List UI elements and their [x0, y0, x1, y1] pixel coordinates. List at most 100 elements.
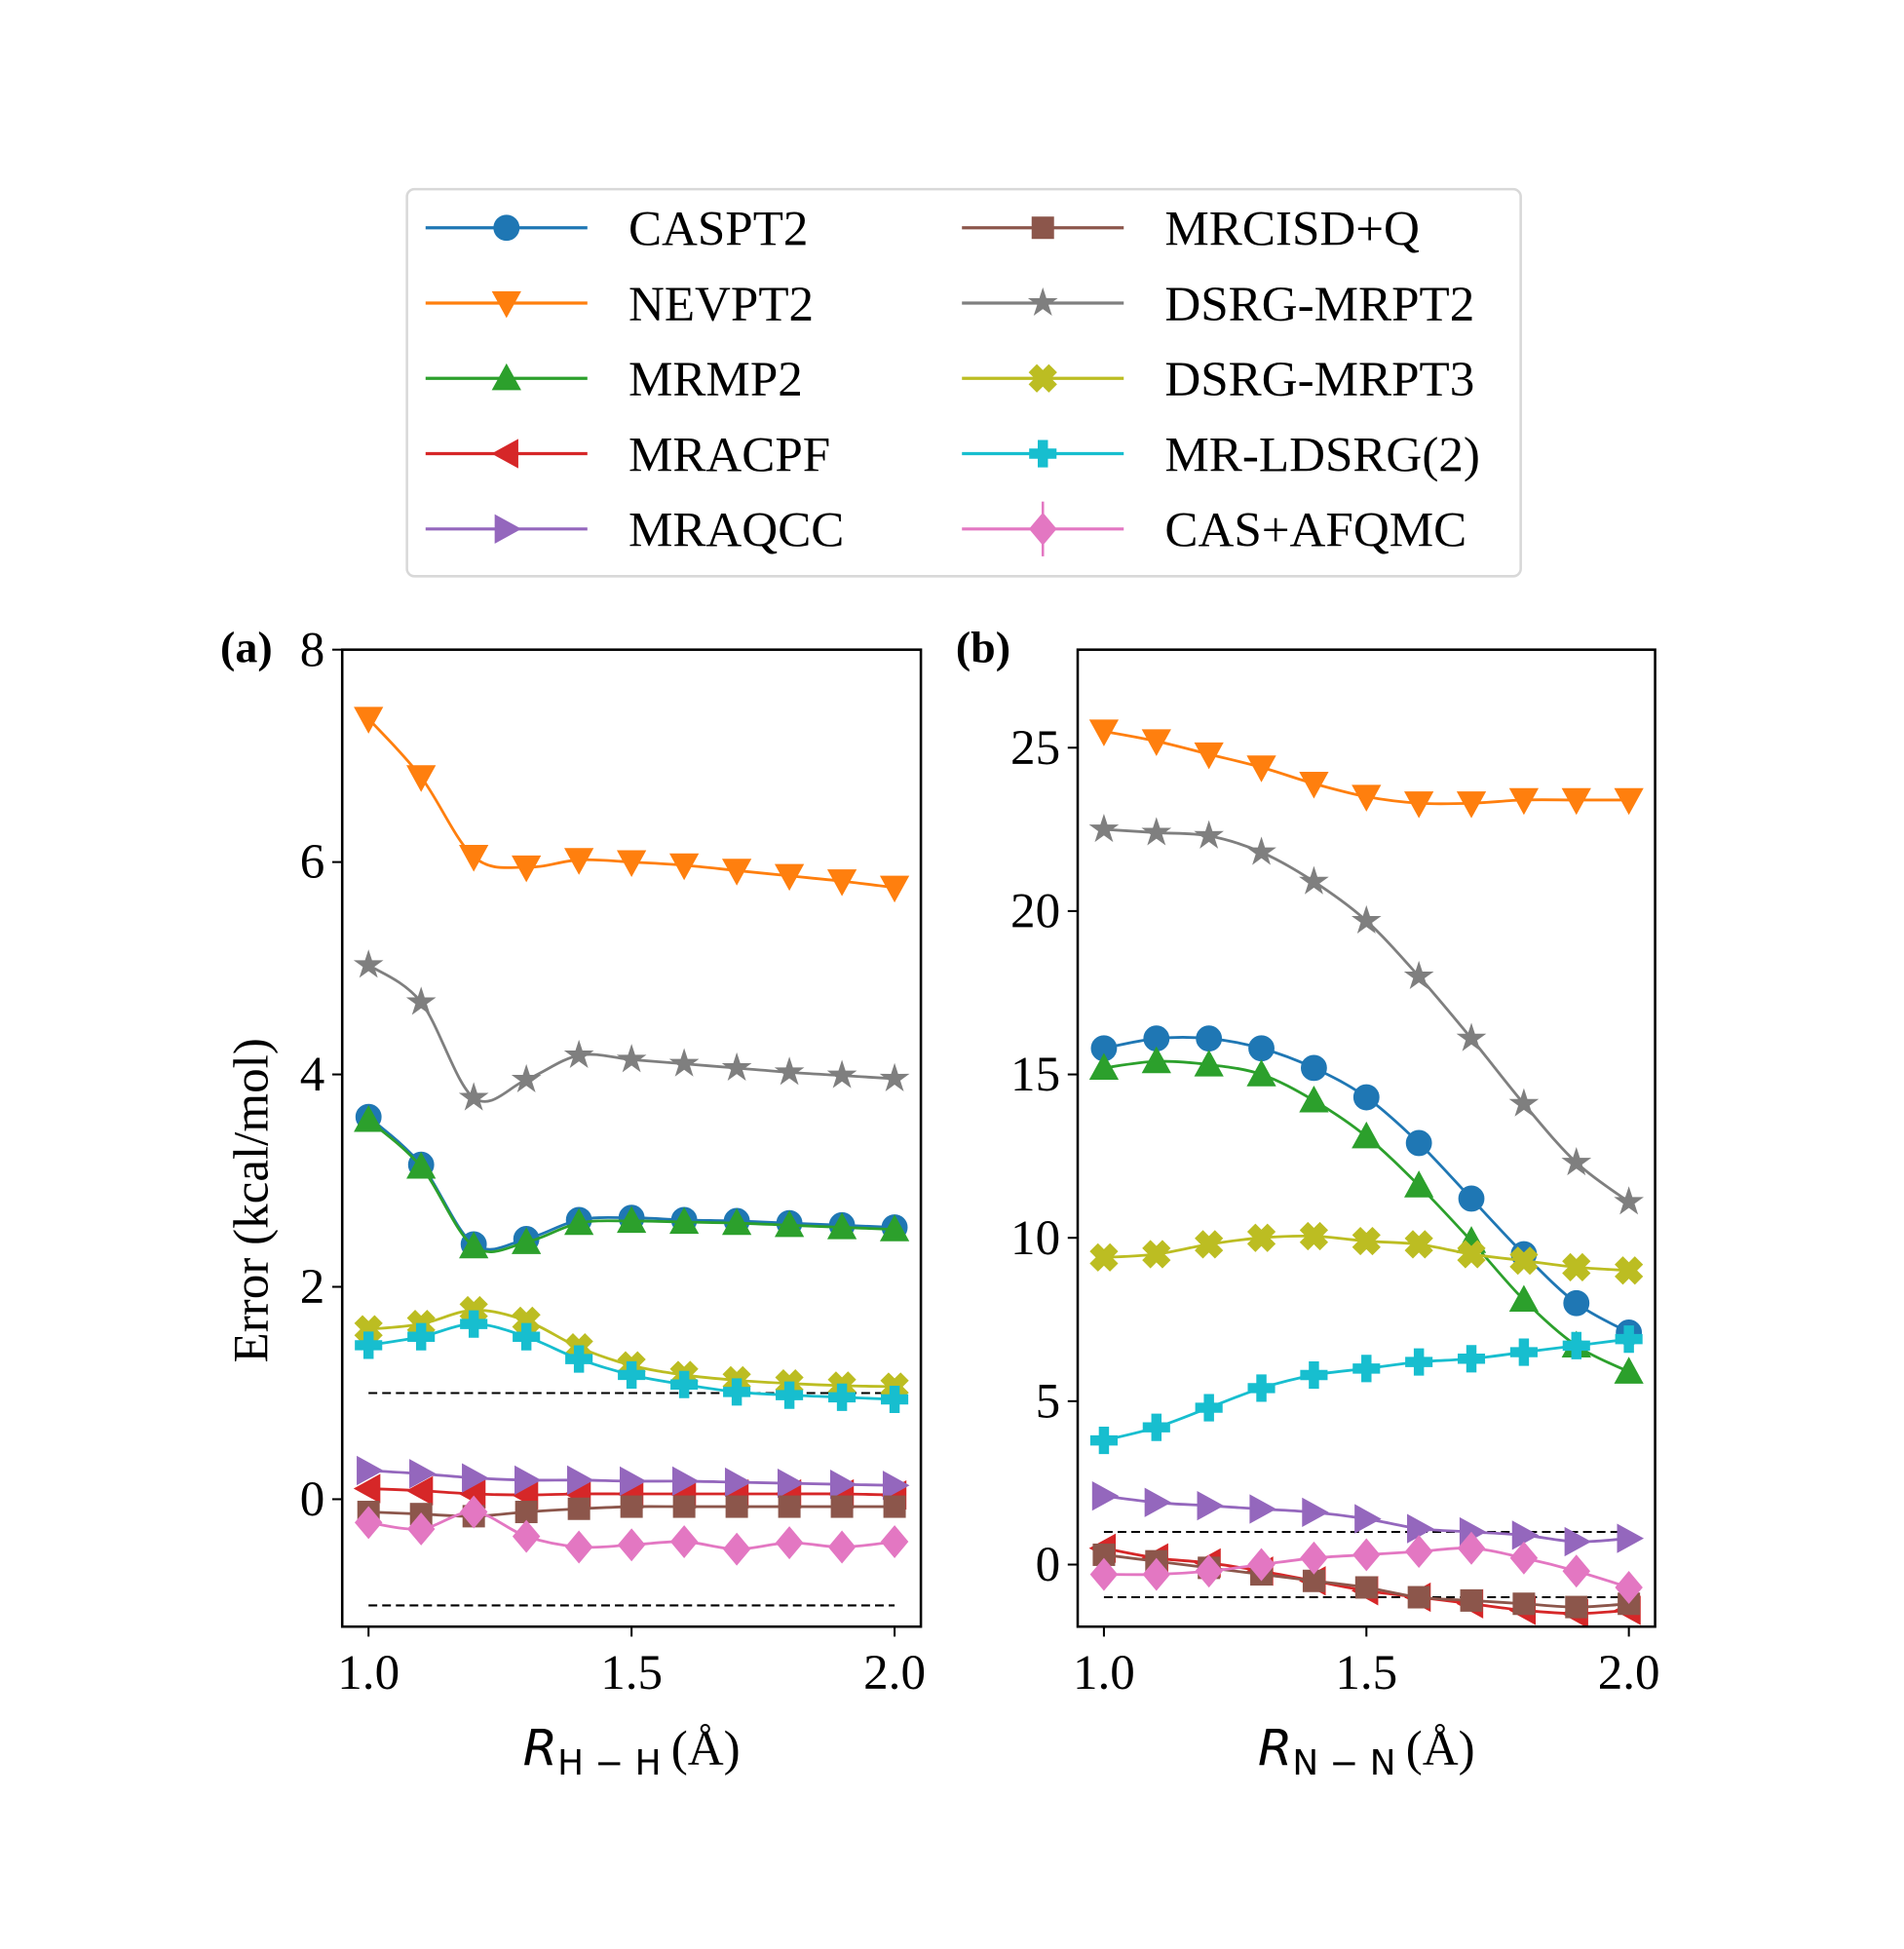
data-point	[1404, 1535, 1433, 1569]
series-mrmp2	[354, 1105, 910, 1259]
legend-marker-triangle-down-icon	[491, 290, 521, 319]
legend-entry-mr-ldsrg-2-: MR-LDSRG(2)	[962, 427, 1480, 482]
data-point	[513, 1322, 541, 1351]
data-point	[827, 1530, 857, 1564]
data-point	[1089, 1242, 1119, 1272]
series-dsrg-mrpt3	[1089, 1221, 1644, 1285]
legend-label: MRCISD+Q	[1164, 202, 1420, 257]
data-point	[1564, 1526, 1592, 1557]
data-point	[564, 1530, 593, 1564]
data-point	[617, 850, 647, 877]
data-point	[721, 859, 752, 886]
y-tick-label: 10	[1010, 1210, 1060, 1266]
series-mr-ldsrg-2-	[355, 1310, 909, 1414]
data-point	[409, 1459, 437, 1489]
y-tick-label: 4	[300, 1047, 325, 1102]
data-point	[669, 1525, 699, 1558]
data-point	[1456, 791, 1487, 819]
panel-a: 1.0 1.5 2.0 0 2 4 6 8 (a) RH − H (Å) Error (kcal/mo…	[220, 622, 926, 1783]
data-point	[826, 869, 857, 897]
legend-marker-square-icon	[1031, 216, 1054, 240]
x-label-subscript: N − N	[1292, 1743, 1395, 1783]
legend-marker-diamond-errorbar-icon	[1028, 512, 1057, 546]
series-nevpt2	[354, 707, 910, 903]
data-point	[1562, 1554, 1591, 1588]
data-point	[459, 845, 489, 872]
data-point	[1247, 1374, 1276, 1402]
data-point	[883, 1495, 906, 1518]
x-tick-label: 1.0	[337, 1645, 400, 1701]
data-point	[616, 1044, 647, 1073]
data-point	[1404, 1170, 1434, 1198]
data-point	[1141, 729, 1171, 756]
data-point	[830, 1495, 854, 1518]
data-point	[354, 1506, 383, 1540]
data-point	[724, 1467, 752, 1498]
series-mraqcc	[1091, 1480, 1645, 1557]
data-point	[620, 1495, 643, 1518]
x-tick-label: 1.0	[1073, 1645, 1135, 1701]
data-point	[1509, 1541, 1539, 1575]
data-point	[1404, 1230, 1433, 1259]
data-point	[1563, 1289, 1590, 1317]
data-point	[354, 707, 384, 734]
legend-label: DSRG-MRPT2	[1164, 277, 1474, 332]
data-point	[354, 1105, 384, 1132]
legend-entry-mrmp2: MRMP2	[425, 352, 803, 407]
legend-label: MR-LDSRG(2)	[1164, 427, 1480, 482]
data-point	[1508, 1284, 1540, 1313]
x-label-subscript: H − H	[557, 1743, 661, 1783]
legend-marker-triangle-up-icon	[491, 363, 521, 391]
data-point	[1144, 1487, 1172, 1517]
series-caspt2	[1090, 1025, 1643, 1346]
y-tick-label: 0	[1036, 1537, 1061, 1592]
data-point	[1088, 813, 1120, 843]
data-point	[1248, 1035, 1275, 1062]
series-dsrg-mrpt2	[353, 949, 910, 1111]
y-tick-label: 0	[300, 1471, 325, 1527]
data-point	[879, 1062, 910, 1091]
legend-marker-plus-filled-icon	[1029, 439, 1057, 468]
data-point	[1615, 1571, 1643, 1604]
legend-marker-x-filled-icon	[1028, 363, 1057, 393]
plot-area	[1088, 719, 1645, 1627]
legend-entry-mraqcc: MRAQCC	[425, 503, 844, 558]
data-point	[1512, 1592, 1536, 1616]
data-point	[1195, 1394, 1223, 1422]
data-point	[1301, 1054, 1327, 1082]
y-tick-label: 15	[1010, 1047, 1060, 1102]
data-point	[1352, 784, 1382, 812]
data-point	[406, 765, 437, 792]
data-point	[514, 1501, 538, 1524]
data-point	[1089, 1557, 1119, 1591]
data-point	[826, 1212, 857, 1240]
data-point	[353, 1473, 381, 1504]
legend-entry-nevpt2: NEVPT2	[425, 277, 814, 332]
data-point	[882, 1471, 910, 1501]
data-point	[1302, 1497, 1329, 1527]
data-point	[672, 1495, 696, 1518]
data-point	[458, 1082, 489, 1111]
data-point	[1246, 836, 1276, 865]
data-point	[670, 1370, 699, 1398]
data-point	[1246, 755, 1276, 783]
data-point	[1141, 817, 1172, 846]
data-point	[405, 1475, 434, 1506]
data-point	[617, 1205, 647, 1234]
data-point	[1460, 1588, 1483, 1612]
data-point	[1142, 1413, 1170, 1441]
data-point	[459, 1231, 489, 1259]
data-point	[620, 1466, 647, 1497]
data-point	[405, 986, 437, 1015]
data-point	[1300, 1541, 1328, 1575]
data-point	[1614, 787, 1644, 816]
legend-label: DSRG-MRPT3	[1164, 352, 1474, 407]
data-point	[668, 1206, 700, 1235]
legend-marker-triangle-right-icon	[494, 514, 522, 544]
data-point	[668, 853, 700, 881]
data-point	[1246, 1223, 1276, 1252]
x-label-symbol: R	[523, 1720, 558, 1777]
data-point	[1561, 1146, 1592, 1176]
legend-label: MRMP2	[628, 352, 803, 407]
data-point	[617, 1528, 646, 1562]
